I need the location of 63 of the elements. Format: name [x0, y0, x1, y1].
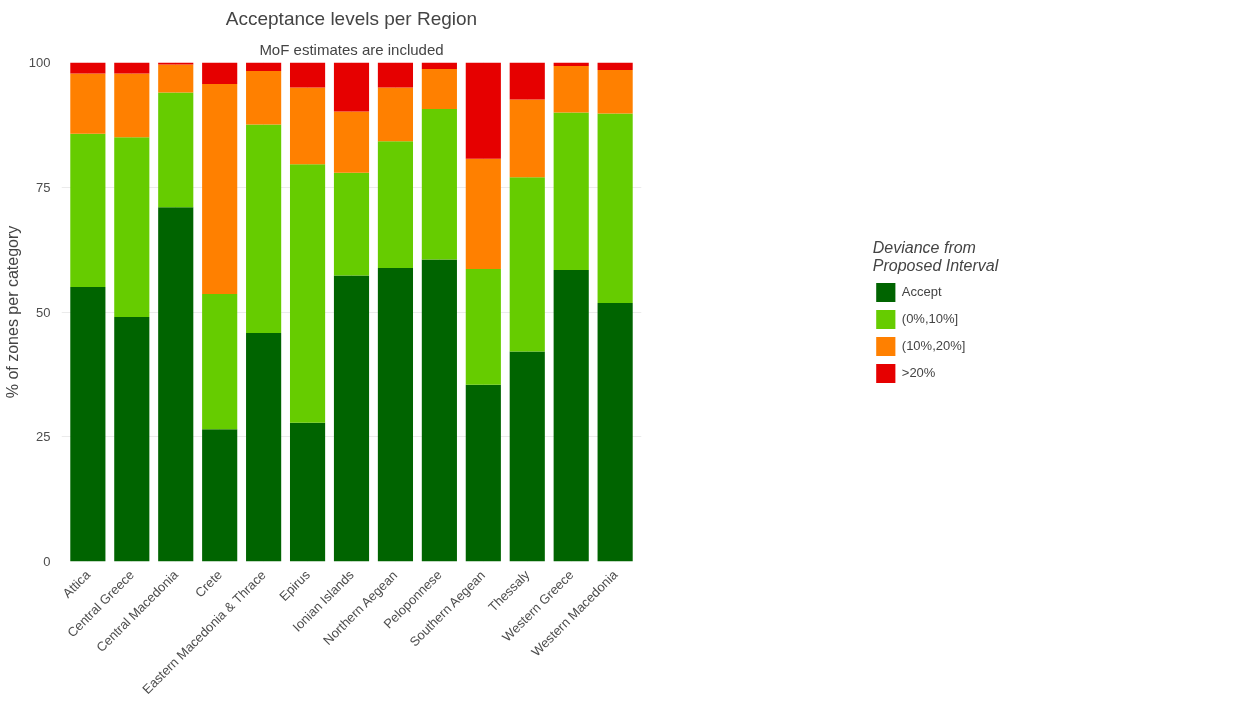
- legend-label: (10%,20%]: [901, 338, 966, 353]
- bar: [377, 268, 414, 562]
- bar: [333, 172, 370, 276]
- y-tick-label: 75: [36, 179, 51, 195]
- bar: [465, 384, 501, 562]
- bar: [70, 62, 106, 74]
- bar: [421, 108, 457, 260]
- bar: [246, 62, 282, 71]
- bar: [158, 64, 194, 93]
- bar: [509, 177, 545, 352]
- bar: [421, 259, 457, 562]
- bar: [509, 62, 545, 100]
- legend-label: >20%: [901, 365, 936, 380]
- bar: [202, 83, 238, 295]
- y-tick-label: 100: [28, 55, 51, 70]
- bar: [289, 422, 326, 562]
- bar: [70, 133, 106, 288]
- bar: [553, 112, 589, 271]
- y-tick-label: 0: [43, 554, 51, 569]
- bar: [246, 332, 282, 562]
- bar: [70, 73, 106, 134]
- bar: [377, 62, 414, 88]
- bar: [377, 141, 414, 269]
- bar: [553, 65, 589, 113]
- bar: [70, 287, 106, 562]
- y-tick-label: 25: [36, 429, 51, 445]
- bar: [289, 62, 326, 88]
- bar: [465, 158, 501, 270]
- bar: [114, 316, 150, 562]
- bar: [289, 87, 326, 165]
- bar: [246, 124, 282, 333]
- chart-title: Acceptance levels per Region: [225, 7, 478, 29]
- chart-subtitle: MoF estimates are included: [259, 40, 444, 58]
- bar: [465, 269, 501, 385]
- bar: [377, 87, 414, 142]
- bar: [553, 270, 589, 562]
- bar: [597, 303, 633, 562]
- y-axis-title: % of zones per category: [3, 225, 21, 399]
- bar: [158, 207, 194, 562]
- bar: [114, 137, 150, 317]
- bar: [333, 111, 370, 173]
- bar: [114, 62, 150, 74]
- bar: [509, 351, 545, 562]
- bar: [597, 69, 633, 114]
- bar: [333, 62, 370, 112]
- bar: [114, 73, 150, 138]
- bar: [509, 99, 545, 178]
- y-tick-label: 50: [36, 304, 51, 320]
- bar: [246, 70, 282, 125]
- bar: [202, 62, 238, 84]
- bar: [421, 68, 457, 109]
- bar: [597, 62, 633, 70]
- legend-title: Deviance from Proposed Interval: [872, 238, 999, 275]
- bar: [202, 429, 238, 562]
- legend-label: Accept: [901, 284, 942, 299]
- bar: [158, 92, 194, 208]
- bar: [421, 62, 457, 69]
- bar: [202, 294, 238, 430]
- legend-label: (0%,10%]: [901, 311, 959, 326]
- bar: [289, 164, 326, 423]
- bar: [333, 275, 370, 562]
- bar: [465, 62, 501, 159]
- bar: [597, 113, 633, 304]
